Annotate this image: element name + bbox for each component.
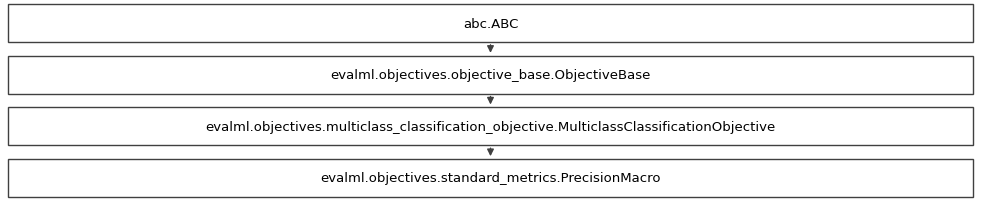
Text: evalml.objectives.multiclass_classification_objective.MulticlassClassificationOb: evalml.objectives.multiclass_classificat… [205, 120, 776, 133]
Text: abc.ABC: abc.ABC [463, 17, 518, 30]
FancyBboxPatch shape [8, 108, 973, 146]
FancyBboxPatch shape [8, 56, 973, 94]
FancyBboxPatch shape [8, 5, 973, 43]
Text: evalml.objectives.objective_base.ObjectiveBase: evalml.objectives.objective_base.Objecti… [331, 69, 650, 82]
FancyBboxPatch shape [8, 159, 973, 197]
Text: evalml.objectives.standard_metrics.PrecisionMacro: evalml.objectives.standard_metrics.Preci… [320, 172, 661, 185]
